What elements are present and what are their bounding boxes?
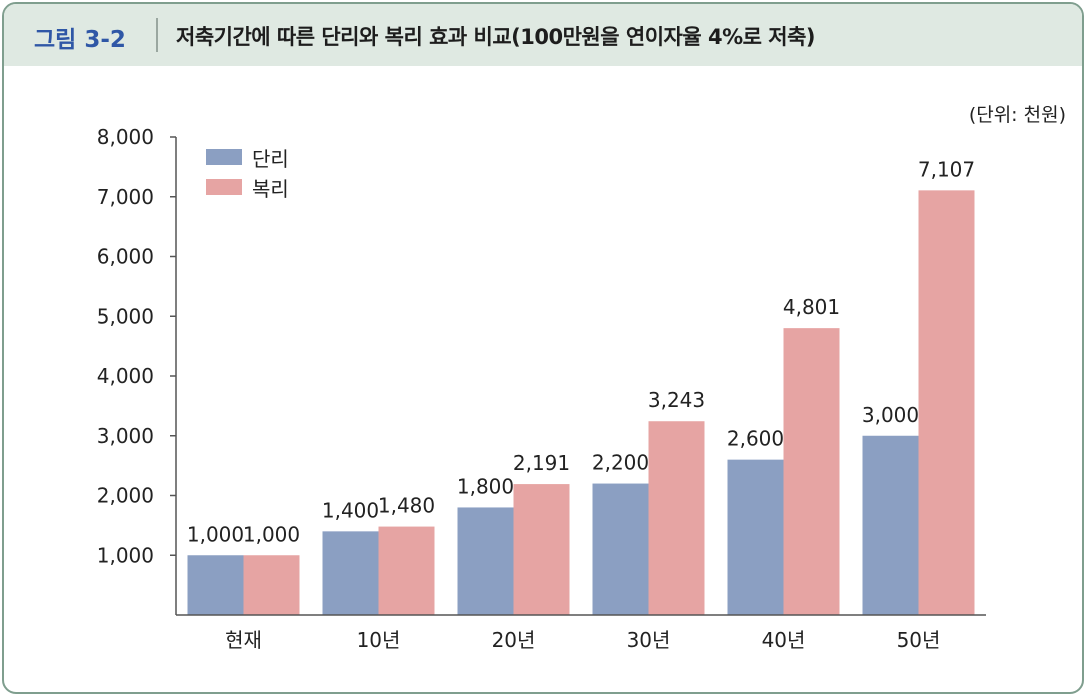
data-label-simple: 1,000	[187, 522, 244, 546]
bar-simple	[727, 459, 784, 615]
bar-compound	[648, 421, 705, 615]
data-label-simple: 1,400	[322, 498, 379, 522]
data-label-compound: 2,191	[513, 451, 570, 475]
x-tick-label: 현재	[225, 628, 262, 652]
data-label-compound: 1,000	[243, 522, 300, 546]
x-tick-label: 50년	[897, 628, 941, 652]
data-label-simple: 2,200	[592, 451, 649, 475]
data-label-simple: 2,600	[727, 427, 784, 451]
bar-simple	[187, 555, 244, 615]
data-label-simple: 3,000	[862, 403, 919, 427]
data-label-compound: 1,480	[378, 494, 435, 518]
legend-swatch-simple	[206, 149, 242, 165]
x-tick-label: 30년	[627, 628, 671, 652]
figure-title: 저축기간에 따른 단리와 복리 효과 비교(100만원을 연이자율 4%로 저축…	[176, 25, 816, 49]
figure-header: 그림 3-2 저축기간에 따른 단리와 복리 효과 비교(100만원을 연이자율…	[4, 4, 1082, 66]
header-divider	[156, 18, 158, 52]
chart-legend: 단리 복리	[206, 142, 289, 202]
y-tick-label: 4,000	[97, 364, 154, 388]
y-tick-label: 3,000	[97, 424, 154, 448]
unit-label: (단위: 천원)	[968, 104, 1066, 126]
legend-label-simple: 단리	[252, 146, 289, 171]
bar-compound	[783, 328, 840, 615]
y-tick-label: 6,000	[97, 245, 154, 269]
data-label-compound: 7,107	[918, 157, 975, 181]
bar-compound	[243, 555, 300, 615]
y-tick-label: 5,000	[97, 304, 154, 328]
data-label-compound: 4,801	[783, 295, 840, 319]
bar-compound	[918, 190, 975, 615]
legend-item-compound: 복리	[206, 172, 289, 202]
legend-swatch-compound	[206, 179, 242, 195]
x-tick-label: 20년	[492, 628, 536, 652]
bar-simple	[592, 483, 649, 615]
y-tick-label: 7,000	[97, 185, 154, 209]
data-label-compound: 3,243	[648, 388, 705, 412]
bar-simple	[457, 507, 514, 615]
bar-compound	[513, 484, 570, 615]
figure-label: 그림 3-2	[34, 27, 126, 53]
legend-item-simple: 단리	[206, 142, 289, 172]
data-label-simple: 1,800	[457, 474, 514, 498]
y-tick-label: 8,000	[97, 125, 154, 149]
bar-simple	[862, 435, 919, 615]
legend-label-compound: 복리	[252, 176, 289, 201]
x-tick-label: 40년	[762, 628, 806, 652]
y-tick-label: 2,000	[97, 484, 154, 508]
bar-compound	[378, 526, 435, 615]
x-tick-label: 10년	[357, 628, 401, 652]
bar-simple	[322, 531, 379, 615]
y-tick-label: 1,000	[97, 543, 154, 567]
